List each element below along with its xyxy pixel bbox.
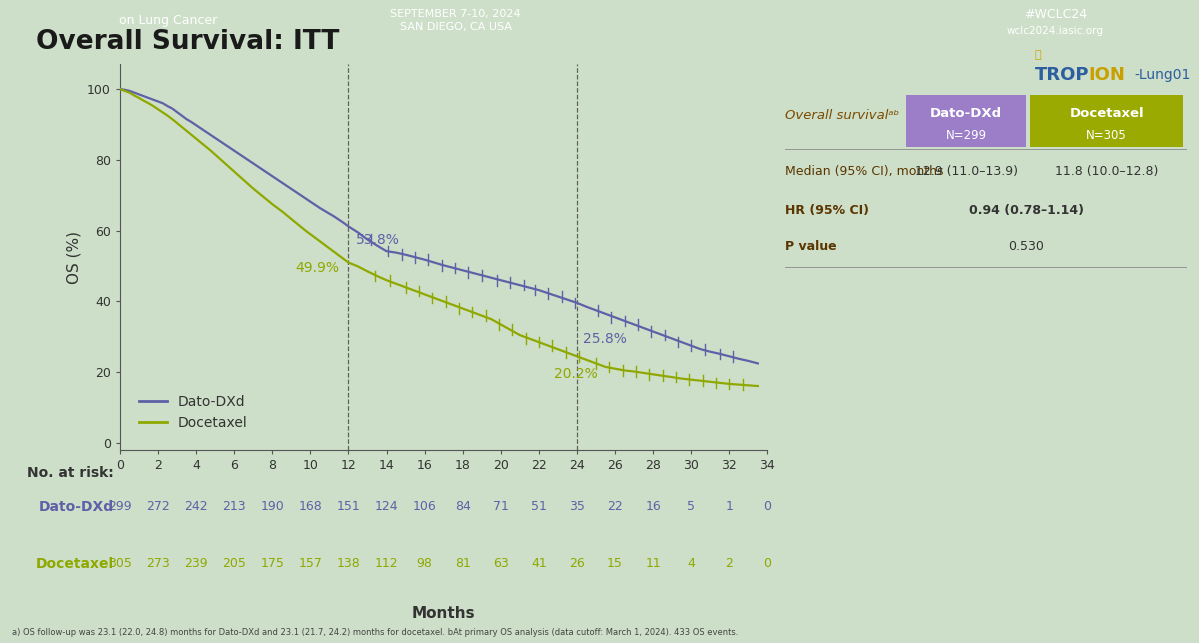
Text: 242: 242: [185, 500, 207, 513]
FancyBboxPatch shape: [906, 95, 1026, 147]
Text: on Lung Cancer: on Lung Cancer: [119, 14, 217, 28]
Text: 51: 51: [531, 500, 547, 513]
Text: 157: 157: [299, 557, 323, 570]
Text: 124: 124: [375, 500, 398, 513]
Text: Dato-DXd: Dato-DXd: [930, 107, 1002, 120]
Text: Median (95% CI), months: Median (95% CI), months: [785, 165, 944, 177]
Text: 213: 213: [222, 500, 246, 513]
Text: 2: 2: [725, 557, 734, 570]
Text: 5: 5: [687, 500, 695, 513]
Text: HR (95% CI): HR (95% CI): [785, 204, 869, 217]
Text: wclc2024.iasic.org: wclc2024.iasic.org: [1007, 26, 1103, 37]
Text: 25.8%: 25.8%: [583, 332, 627, 346]
Text: 49.9%: 49.9%: [295, 261, 339, 275]
Text: 15: 15: [607, 557, 623, 570]
Text: 205: 205: [222, 557, 246, 570]
Text: 26: 26: [570, 557, 585, 570]
Text: 0: 0: [764, 500, 771, 513]
Text: 98: 98: [416, 557, 433, 570]
Text: Dato-DXd: Dato-DXd: [40, 500, 114, 514]
Text: No. at risk:: No. at risk:: [28, 466, 114, 480]
Text: a) OS follow-up was 23.1 (22.0, 24.8) months for Dato-DXd and 23.1 (21.7, 24.2) : a) OS follow-up was 23.1 (22.0, 24.8) mo…: [12, 628, 739, 637]
Text: 41: 41: [531, 557, 547, 570]
Text: 71: 71: [493, 500, 508, 513]
Text: Docetaxel: Docetaxel: [1070, 107, 1144, 120]
Text: Months: Months: [411, 606, 476, 621]
Text: 175: 175: [260, 557, 284, 570]
Text: 0.94 (0.78–1.14): 0.94 (0.78–1.14): [969, 204, 1084, 217]
Text: 22: 22: [607, 500, 623, 513]
Text: 35: 35: [570, 500, 585, 513]
Text: 239: 239: [185, 557, 207, 570]
Text: Overall Survival: ITT: Overall Survival: ITT: [36, 29, 339, 55]
FancyBboxPatch shape: [1030, 95, 1183, 147]
Text: 1: 1: [725, 500, 734, 513]
Text: 53.8%: 53.8%: [356, 233, 400, 246]
Text: 11.8 (10.0–12.8): 11.8 (10.0–12.8): [1055, 165, 1158, 177]
Text: N=305: N=305: [1086, 129, 1127, 141]
Text: SEPTEMBER 7-10, 2024
SAN DIEGO, CA USA: SEPTEMBER 7-10, 2024 SAN DIEGO, CA USA: [391, 9, 520, 33]
Text: 0: 0: [764, 557, 771, 570]
Text: 151: 151: [337, 500, 360, 513]
Text: 305: 305: [108, 557, 132, 570]
Text: 272: 272: [146, 500, 170, 513]
Text: 190: 190: [260, 500, 284, 513]
Text: 168: 168: [299, 500, 323, 513]
Text: 106: 106: [412, 500, 436, 513]
Text: -Lung01: -Lung01: [1134, 68, 1191, 82]
Text: 0.530: 0.530: [1008, 240, 1044, 253]
Text: 112: 112: [375, 557, 398, 570]
Text: ION: ION: [1089, 66, 1126, 84]
Text: 🌿: 🌿: [1035, 50, 1041, 60]
Text: TROP: TROP: [1035, 66, 1089, 84]
Text: Docetaxel: Docetaxel: [36, 557, 114, 570]
Text: 11: 11: [645, 557, 661, 570]
Text: N=299: N=299: [946, 129, 987, 141]
Text: 299: 299: [108, 500, 132, 513]
Text: 16: 16: [645, 500, 661, 513]
Text: 4: 4: [687, 557, 695, 570]
Text: 12.9 (11.0–13.9): 12.9 (11.0–13.9): [915, 165, 1018, 177]
Legend: Dato-DXd, Docetaxel: Dato-DXd, Docetaxel: [133, 390, 253, 435]
Text: P value: P value: [785, 240, 837, 253]
Text: 81: 81: [454, 557, 471, 570]
Text: 138: 138: [337, 557, 360, 570]
Text: 273: 273: [146, 557, 170, 570]
Text: 84: 84: [454, 500, 471, 513]
Text: 63: 63: [493, 557, 508, 570]
Text: Overall survivalᵃᵇ: Overall survivalᵃᵇ: [785, 109, 899, 122]
Text: 20.2%: 20.2%: [554, 367, 598, 381]
Text: #WCLC24: #WCLC24: [1024, 8, 1086, 21]
Y-axis label: OS (%): OS (%): [66, 231, 82, 284]
